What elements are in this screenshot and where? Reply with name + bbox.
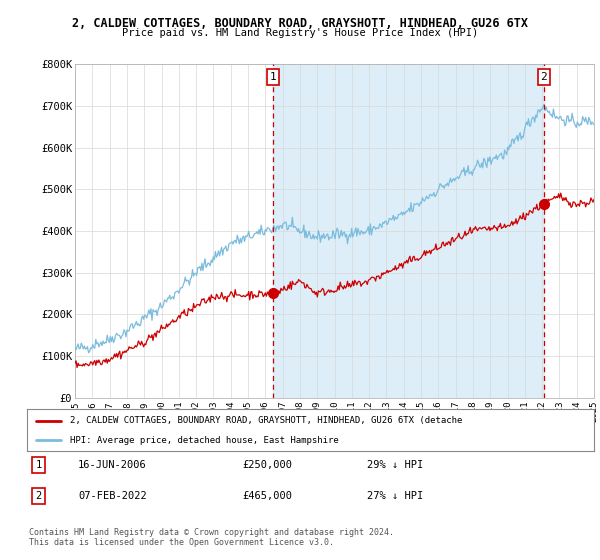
Text: 2: 2 xyxy=(35,491,42,501)
Text: 1: 1 xyxy=(270,72,277,82)
Text: 2, CALDEW COTTAGES, BOUNDARY ROAD, GRAYSHOTT, HINDHEAD, GU26 6TX: 2, CALDEW COTTAGES, BOUNDARY ROAD, GRAYS… xyxy=(72,17,528,30)
Text: 2: 2 xyxy=(540,72,547,82)
Text: 1: 1 xyxy=(35,460,42,470)
Text: HPI: Average price, detached house, East Hampshire: HPI: Average price, detached house, East… xyxy=(70,436,338,445)
Text: £250,000: £250,000 xyxy=(242,460,292,470)
Bar xyxy=(273,64,544,398)
Text: 29% ↓ HPI: 29% ↓ HPI xyxy=(367,460,424,470)
Text: 27% ↓ HPI: 27% ↓ HPI xyxy=(367,491,424,501)
Text: Contains HM Land Registry data © Crown copyright and database right 2024.
This d: Contains HM Land Registry data © Crown c… xyxy=(29,528,394,547)
Text: 07-FEB-2022: 07-FEB-2022 xyxy=(78,491,147,501)
Text: 2, CALDEW COTTAGES, BOUNDARY ROAD, GRAYSHOTT, HINDHEAD, GU26 6TX (detache: 2, CALDEW COTTAGES, BOUNDARY ROAD, GRAYS… xyxy=(70,416,462,425)
Text: 16-JUN-2006: 16-JUN-2006 xyxy=(78,460,147,470)
Text: Price paid vs. HM Land Registry's House Price Index (HPI): Price paid vs. HM Land Registry's House … xyxy=(122,28,478,38)
Text: £465,000: £465,000 xyxy=(242,491,292,501)
